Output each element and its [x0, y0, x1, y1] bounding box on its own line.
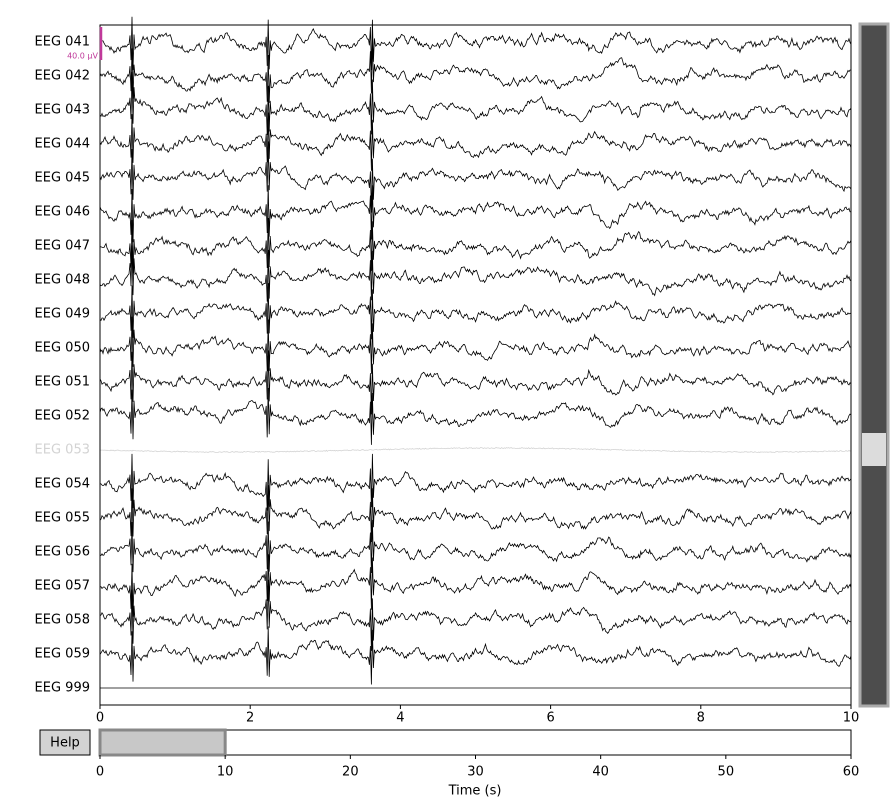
main-axes-frame — [99, 24, 852, 706]
channel-label: EEG 050 — [35, 341, 90, 356]
help-button[interactable] — [39, 729, 91, 756]
channel-trace — [99, 39, 852, 103]
channel-label: EEG 051 — [35, 375, 90, 390]
overview-x-tick-label: 50 — [718, 765, 735, 780]
channel-label: EEG 041 — [35, 35, 90, 50]
traces — [99, 16, 852, 689]
x-tick-label: 0 — [96, 711, 104, 726]
channel-trace — [99, 316, 852, 374]
x-tick-label: 8 — [697, 711, 705, 726]
channel-label: EEG 058 — [35, 613, 90, 628]
channel-label: EEG 053 — [35, 443, 90, 458]
channel-label: EEG 047 — [35, 239, 90, 254]
channel-label: EEG 999 — [35, 681, 90, 696]
channel-label: EEG 048 — [35, 273, 90, 288]
x-tick-label: 2 — [246, 711, 254, 726]
channel-trace — [99, 185, 852, 243]
x-axis-label: Time (s) — [448, 784, 502, 799]
channel-label: EEG 043 — [35, 103, 90, 118]
channel-trace — [99, 112, 852, 171]
help-button-label[interactable]: Help — [50, 736, 80, 751]
channel-trace — [99, 519, 852, 574]
overview-x-tick-label: 0 — [96, 765, 104, 780]
channel-label: EEG 055 — [35, 511, 90, 526]
channel-label: EEG 052 — [35, 409, 90, 424]
channel-trace — [99, 141, 852, 213]
channel-trace — [99, 447, 852, 453]
channel-trace — [99, 453, 852, 511]
channel-trace — [99, 579, 851, 651]
channel-trace — [99, 626, 852, 685]
channel-trace — [100, 217, 852, 274]
channel-scrollbar[interactable] — [858, 22, 890, 708]
channel-label: EEG 056 — [35, 545, 90, 560]
channel-trace — [99, 387, 852, 445]
channel-trace — [99, 554, 852, 617]
overview-x-tick-label: 20 — [342, 765, 359, 780]
channel-trace — [99, 16, 852, 71]
overview-x-tick-label: 10 — [217, 765, 234, 780]
overview-x-tick-label: 40 — [592, 765, 609, 780]
overview-x-tick-label: 30 — [467, 765, 484, 780]
channel-trace — [99, 71, 852, 136]
scale-bar-label: 40.0 µV — [67, 52, 98, 61]
scrollbar-thumb[interactable] — [862, 433, 886, 466]
channel-trace — [99, 283, 852, 340]
channel-trace — [99, 485, 852, 543]
channel-label: EEG 044 — [35, 137, 90, 152]
channel-trace — [99, 245, 852, 302]
overview-x-tick-label: 60 — [843, 765, 860, 780]
channel-label: EEG 059 — [35, 647, 90, 662]
channel-label: EEG 046 — [35, 205, 90, 220]
view-window — [98, 728, 227, 757]
x-tick-label: 10 — [843, 711, 860, 726]
channel-label: EEG 042 — [35, 69, 90, 84]
channel-label: EEG 054 — [35, 477, 90, 492]
channel-label: EEG 057 — [35, 579, 90, 594]
x-tick-label: 6 — [546, 711, 554, 726]
channel-trace — [99, 350, 852, 415]
channel-label: EEG 045 — [35, 171, 90, 186]
channel-label: EEG 049 — [35, 307, 90, 322]
x-tick-label: 4 — [396, 711, 404, 726]
